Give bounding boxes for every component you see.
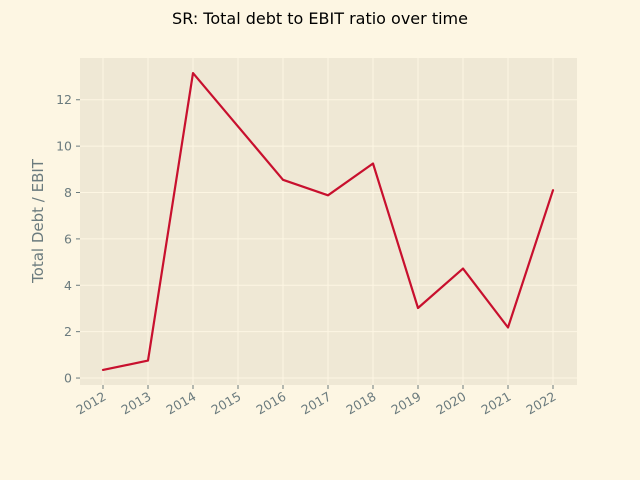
chart-title: SR: Total debt to EBIT ratio over time (172, 9, 468, 28)
y-tick-label: 8 (64, 185, 72, 200)
grid (80, 58, 577, 385)
y-axis: 0 2 4 6 8 10 12 (56, 92, 80, 386)
x-tick-label: 2015 (208, 389, 243, 418)
x-tick-label: 2022 (523, 389, 558, 418)
x-tick-label: 2014 (163, 389, 198, 418)
x-tick-label: 2012 (73, 389, 108, 418)
y-tick-label: 0 (64, 371, 72, 386)
x-tick-label: 2019 (388, 389, 423, 418)
x-tick-label: 2018 (343, 389, 378, 418)
y-tick-label: 12 (56, 92, 72, 107)
x-tick-label: 2016 (253, 389, 288, 418)
x-tick-label: 2017 (298, 389, 333, 418)
y-tick-label: 4 (64, 278, 72, 293)
y-tick-label: 2 (64, 324, 72, 339)
y-axis-label: Total Debt / EBIT (29, 158, 47, 284)
series-line (101, 71, 555, 371)
x-tick-label: 2020 (433, 389, 468, 418)
x-axis: 2012 2013 2014 2015 2016 2017 2018 2019 2020 2021… (73, 385, 559, 418)
x-tick-label: 2021 (478, 389, 513, 418)
series-group (101, 71, 555, 371)
y-tick-label: 10 (56, 139, 72, 154)
x-tick-label: 2013 (118, 389, 153, 418)
y-tick-label: 6 (64, 231, 72, 246)
